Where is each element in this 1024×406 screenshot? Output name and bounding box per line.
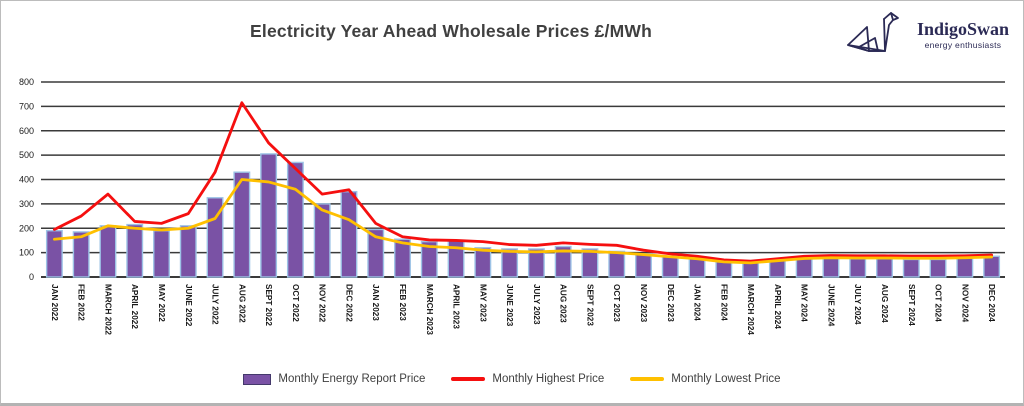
- x-tick-label: SEPT 2023: [585, 284, 594, 326]
- bar: [286, 161, 304, 278]
- x-tick-label: AUG 2024: [880, 284, 889, 323]
- legend-bar-swatch: [243, 373, 272, 385]
- bar: [742, 261, 760, 278]
- x-tick-label: JUNE 2022: [184, 284, 193, 327]
- x-tick-label: FEB 2024: [719, 284, 728, 321]
- bar: [983, 255, 1001, 278]
- y-tick-label: 500: [19, 150, 34, 160]
- x-tick-label: APRIL 2022: [130, 284, 139, 329]
- y-tick-label: 600: [19, 126, 34, 136]
- y-tick-label: 700: [19, 101, 34, 111]
- bar: [72, 231, 90, 278]
- x-tick-label: JULY 2024: [853, 284, 862, 325]
- bar: [527, 248, 545, 278]
- legend-item: Monthly Energy Report Price: [243, 373, 425, 385]
- x-tick-label: MARCH 2023: [425, 284, 434, 335]
- bar: [447, 239, 465, 278]
- bar: [554, 245, 572, 278]
- bar: [581, 248, 599, 278]
- x-tick-label: SEPT 2022: [264, 284, 273, 326]
- bar: [768, 259, 786, 278]
- bar: [956, 257, 974, 278]
- legend-item: Monthly Highest Price: [451, 373, 604, 385]
- legend-item: Monthly Lowest Price: [630, 373, 781, 385]
- x-tick-label: JUNE 2024: [826, 284, 835, 327]
- x-tick-label: JULY 2022: [211, 284, 220, 325]
- x-tick-label: JAN 2022: [50, 284, 59, 321]
- bar: [822, 257, 840, 278]
- bar: [608, 250, 626, 278]
- bar: [876, 258, 893, 278]
- bar: [474, 247, 492, 278]
- bar: [313, 203, 331, 278]
- bar: [902, 258, 920, 278]
- x-tick-label: OCT 2022: [291, 284, 300, 322]
- line-monthly-lowest-price: [52, 178, 994, 265]
- y-tick-label: 400: [19, 175, 34, 185]
- bar: [153, 229, 170, 278]
- logo-name: IndigoSwan: [916, 19, 1009, 40]
- bar: [206, 197, 224, 278]
- bar: [179, 225, 197, 278]
- bar: [99, 225, 117, 278]
- bar: [420, 240, 438, 278]
- x-tick-label: JAN 2023: [371, 284, 380, 321]
- x-tick-label: NOV 2024: [960, 284, 969, 323]
- x-tick-label: AUG 2022: [237, 284, 246, 323]
- y-tick-label: 300: [19, 199, 34, 209]
- x-tick-label: APRIL 2024: [773, 284, 782, 329]
- bar: [929, 258, 947, 278]
- x-tick-label: MARCH 2022: [103, 284, 112, 335]
- chart-canvas: 0 100 200 300 400 500 600 700 800 JAN 2022 FEB 202…: [19, 77, 1005, 335]
- origami-swan-icon: [847, 12, 899, 52]
- x-tick-label: MAY 2024: [800, 284, 809, 322]
- x-tick-label: MAY 2022: [157, 284, 166, 322]
- bar: [795, 258, 813, 278]
- legend-label: Monthly Energy Report Price: [278, 373, 426, 385]
- x-tick-label: DEC 2023: [666, 284, 675, 322]
- x-tick-label: FEB 2022: [77, 284, 86, 321]
- x-tick-label: OCT 2023: [612, 284, 621, 322]
- legend-label: Monthly Highest Price: [492, 373, 605, 385]
- legend-line-swatch: [630, 377, 665, 381]
- logo-tagline: energy enthusiasts: [924, 39, 1002, 50]
- bar: [126, 223, 144, 278]
- x-tick-label: SEPT 2024: [907, 284, 916, 326]
- x-tick-label: NOV 2022: [318, 284, 327, 323]
- bar: [394, 238, 411, 278]
- x-tick-label: JULY 2023: [532, 284, 541, 325]
- x-tick-label: MAY 2023: [478, 284, 487, 322]
- y-tick-label: 100: [19, 248, 34, 258]
- chart-title: Electricity Year Ahead Wholesale Prices …: [250, 21, 652, 41]
- x-tick-label: DEC 2024: [987, 284, 996, 322]
- bar: [849, 258, 867, 278]
- bar: [661, 255, 679, 278]
- x-tick-label: DEC 2022: [344, 284, 353, 322]
- x-tick-label: FEB 2023: [398, 284, 407, 321]
- x-tick-label: AUG 2023: [559, 284, 568, 323]
- bar: [715, 261, 733, 278]
- bar: [367, 228, 385, 278]
- bar: [688, 258, 706, 278]
- y-tick-label: 0: [29, 272, 34, 282]
- x-tick-label: JAN 2024: [693, 284, 702, 321]
- x-tick-label: MARCH 2024: [746, 284, 755, 335]
- bar: [260, 153, 278, 278]
- logo: IndigoSwan energy enthusiasts: [845, 7, 1009, 63]
- x-tick-label: OCT 2024: [934, 284, 943, 322]
- chart-legend: Monthly Energy Report Price Monthly Highe…: [1, 373, 1023, 385]
- legend-label: Monthly Lowest Price: [671, 373, 781, 385]
- bar: [501, 248, 519, 278]
- bar: [233, 171, 251, 278]
- line-monthly-highest-price: [52, 101, 994, 263]
- x-tick-label: APRIL 2023: [452, 284, 461, 329]
- bar: [340, 190, 358, 278]
- bar: [635, 253, 652, 278]
- x-tick-label: JUNE 2023: [505, 284, 514, 327]
- x-tick-label: NOV 2023: [639, 284, 648, 323]
- y-tick-label: 200: [19, 223, 34, 233]
- legend-line-swatch: [451, 377, 486, 381]
- y-tick-label: 800: [19, 77, 34, 87]
